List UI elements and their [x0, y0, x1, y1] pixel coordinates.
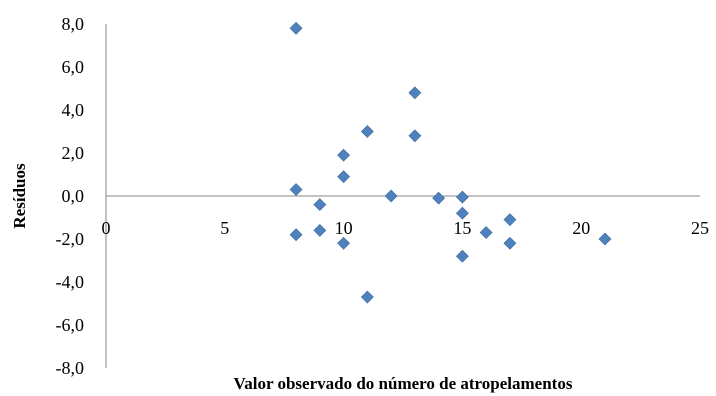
y-tick-label: -4,0 [56, 272, 85, 292]
x-tick-label: 25 [691, 218, 709, 238]
data-point [289, 228, 303, 242]
data-point [479, 226, 493, 239]
data-point [455, 190, 469, 204]
y-tick-label: -8,0 [56, 358, 85, 378]
data-point [313, 198, 327, 212]
data-point [408, 86, 422, 100]
y-axis-title: Resíduos [10, 163, 29, 229]
x-tick-label: 10 [335, 218, 353, 238]
y-tick-label: 2,0 [62, 143, 85, 163]
x-axis-title: Valor observado do número de atropelamen… [234, 374, 573, 393]
data-point [432, 191, 446, 205]
data-point [313, 223, 327, 237]
data-point [337, 170, 351, 184]
y-tick-labels: 8,0 6,0 4,0 2,0 0,0 -2,0 -4,0 -6,0 -8,0 [56, 14, 85, 378]
y-tick-label: -6,0 [56, 315, 85, 335]
data-point [408, 129, 422, 143]
data-point [289, 21, 303, 35]
x-tick-label: 15 [453, 218, 471, 238]
data-point [503, 213, 517, 227]
data-point [360, 290, 374, 304]
x-tick-label: 20 [572, 218, 590, 238]
y-tick-label: 6,0 [62, 57, 85, 77]
data-point [455, 249, 469, 263]
data-point [598, 232, 612, 246]
y-tick-label: 8,0 [62, 14, 85, 34]
x-tick-label: 0 [102, 218, 111, 238]
x-tick-labels: 0 5 10 15 20 25 [102, 218, 710, 238]
y-tick-label: -2,0 [56, 229, 85, 249]
data-point [337, 236, 351, 250]
data-point [360, 125, 374, 138]
data-point [384, 189, 398, 203]
data-point [289, 183, 303, 196]
x-tick-label: 5 [220, 218, 229, 238]
axes [105, 24, 700, 368]
data-point [337, 148, 351, 162]
data-point [503, 236, 517, 250]
y-tick-label: 4,0 [62, 100, 85, 120]
data-point [455, 206, 469, 220]
data-points [289, 21, 612, 304]
y-tick-label: 0,0 [62, 186, 85, 206]
